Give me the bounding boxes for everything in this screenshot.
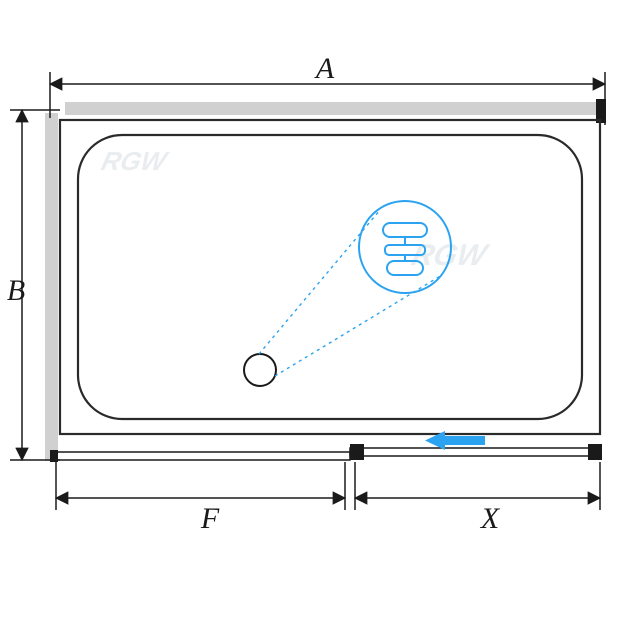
roller-right <box>588 444 602 460</box>
dim-label-X: X <box>480 502 501 535</box>
tray-inner <box>78 135 582 419</box>
detail-leader-2 <box>275 275 442 376</box>
drain <box>244 354 276 386</box>
wall-left <box>45 113 58 461</box>
door-track <box>50 444 602 462</box>
svg-text:RGW: RGW <box>99 146 172 176</box>
dim-label-F: F <box>200 502 220 535</box>
dimension-F: F <box>56 462 345 535</box>
dim-label-B: B <box>7 274 25 307</box>
wall-top <box>65 102 605 115</box>
track-stop-left <box>50 450 58 462</box>
roller-left <box>350 444 364 460</box>
dimension-X: X <box>355 462 600 535</box>
dim-label-A: A <box>314 52 335 85</box>
watermark-2: RGW <box>99 146 172 176</box>
